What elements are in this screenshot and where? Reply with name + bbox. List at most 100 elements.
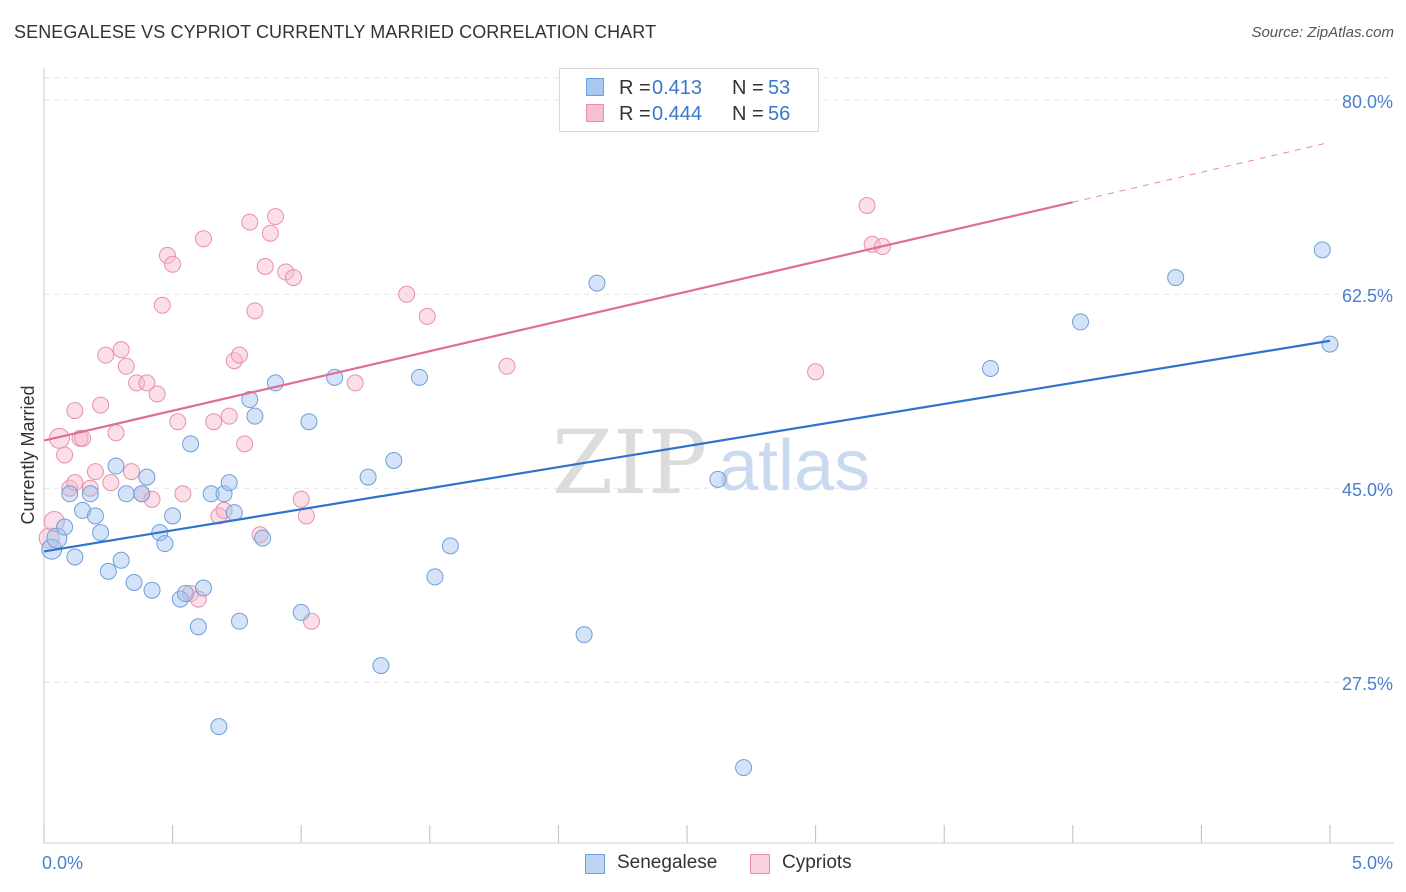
senegalese-point <box>575 626 593 644</box>
senegalese-point <box>99 562 117 580</box>
senegalese-point <box>981 359 999 377</box>
y-tick-label: 27.5% <box>1342 674 1393 694</box>
senegalese-point <box>210 718 228 736</box>
source-label: Source: ZipAtlas.com <box>1251 24 1394 41</box>
senegalese-point <box>176 585 194 603</box>
senegalese-point <box>92 524 110 542</box>
cypriot-point <box>164 255 182 273</box>
senegalese-point <box>1167 269 1185 287</box>
watermark-atlas: atlas <box>718 426 870 506</box>
senegalese-point <box>1072 313 1090 331</box>
cypriot-point <box>169 413 187 431</box>
legend-r-value: 0.444 <box>652 103 703 125</box>
senegalese-trend-line <box>43 339 1331 553</box>
senegalese-point <box>202 485 220 503</box>
senegalese-point <box>359 468 377 486</box>
senegalese-point <box>411 368 429 386</box>
cypriot-point <box>205 413 223 431</box>
cypriot-point <box>148 385 166 403</box>
legend-n-value: 56 <box>768 103 791 125</box>
cypriot-point <box>66 402 84 420</box>
legend-swatch-cypriots <box>586 104 604 122</box>
senegalese-point <box>182 435 200 453</box>
x-tick-label: 0.0% <box>42 853 83 873</box>
senegalese-point <box>61 485 79 503</box>
senegalese-point <box>125 573 143 591</box>
cypriot-point <box>97 346 115 364</box>
cypriot-point <box>66 474 84 492</box>
senegalese-point <box>133 485 151 503</box>
legend-swatch-cypriots <box>750 854 770 874</box>
legend-n-value: 53 <box>768 77 791 99</box>
cypriot-point <box>122 463 140 481</box>
cypriot-point <box>92 396 110 414</box>
legend-swatch-senegalese <box>586 78 604 96</box>
cypriot-point <box>498 357 516 375</box>
cypriot-trend-extension <box>1072 141 1331 203</box>
senegalese-point <box>74 501 92 519</box>
senegalese-point <box>441 537 459 555</box>
cypriot-point <box>266 208 284 226</box>
cypriot-point <box>102 474 120 492</box>
cypriot-point <box>284 269 302 287</box>
cypriot-point <box>215 501 233 519</box>
senegalese-point <box>164 507 182 525</box>
watermark-zip: ZIP <box>552 411 707 514</box>
senegalese-point <box>112 551 130 569</box>
senegalese-point <box>138 468 156 486</box>
legend-label-cypriots: Cypriots <box>782 852 852 873</box>
legend-r-value: 0.413 <box>652 77 703 99</box>
senegalese-point <box>385 452 403 469</box>
cypriot-point <box>194 230 212 248</box>
senegalese-point <box>86 507 104 525</box>
cypriot-point <box>81 479 99 497</box>
cypriot-point <box>138 374 156 392</box>
legend-r-label: R = <box>619 103 651 125</box>
cypriot-point <box>251 526 269 544</box>
senegalese-point <box>300 413 318 431</box>
cypriot-point <box>56 446 74 464</box>
cypriot-trend-line <box>43 201 1074 442</box>
cypriot-point <box>418 307 436 325</box>
x-tick-label: 5.0% <box>1352 853 1393 873</box>
cypriot-point <box>398 285 416 303</box>
axes <box>43 68 1394 844</box>
senegalese-point <box>254 529 272 547</box>
senegalese-point <box>426 568 444 586</box>
cypriot-point <box>246 302 264 320</box>
watermark: ZIP atlas <box>552 411 870 514</box>
correlation-legend: R = 0.413 N = 53 R = 0.444 N = 56 <box>559 68 819 132</box>
senegalese-point <box>1313 241 1331 259</box>
cypriot-point <box>256 257 274 275</box>
cypriot-point <box>807 363 825 381</box>
cypriot-point <box>153 296 171 314</box>
senegalese-point <box>292 603 310 621</box>
senegalese-point <box>189 618 207 636</box>
legend-n-label: N = <box>732 103 764 125</box>
y-tick-label: 62.5% <box>1342 286 1393 306</box>
cypriot-point <box>74 429 92 447</box>
cypriot-points <box>38 197 891 630</box>
y-tick-label: 80.0% <box>1342 92 1393 112</box>
senegalese-point <box>1321 335 1339 353</box>
y-axis-label: Currently Married <box>18 385 38 524</box>
cypriot-point <box>189 590 207 608</box>
tick-labels: 27.5% 45.0% 62.5% 80.0% 0.0% 5.0% <box>42 92 1393 873</box>
senegalese-point <box>143 581 161 599</box>
senegalese-point <box>194 579 212 597</box>
series-legend: Senegalese Cypriots <box>0 852 1406 876</box>
cypriot-point <box>292 490 310 508</box>
senegalese-point <box>246 407 264 425</box>
cypriot-point <box>107 424 125 442</box>
cypriot-point <box>346 374 364 392</box>
cypriot-point <box>112 341 130 359</box>
cypriot-point <box>261 224 279 242</box>
legend-r-label: R = <box>619 77 651 99</box>
cypriot-point <box>858 197 876 214</box>
senegalese-point <box>156 535 174 553</box>
legend-label-senegalese: Senegalese <box>617 852 718 873</box>
chart-title: SENEGALESE VS CYPRIOT CURRENTLY MARRIED … <box>14 22 657 42</box>
legend-swatch-senegalese <box>585 854 605 874</box>
senegalese-point <box>241 391 259 409</box>
